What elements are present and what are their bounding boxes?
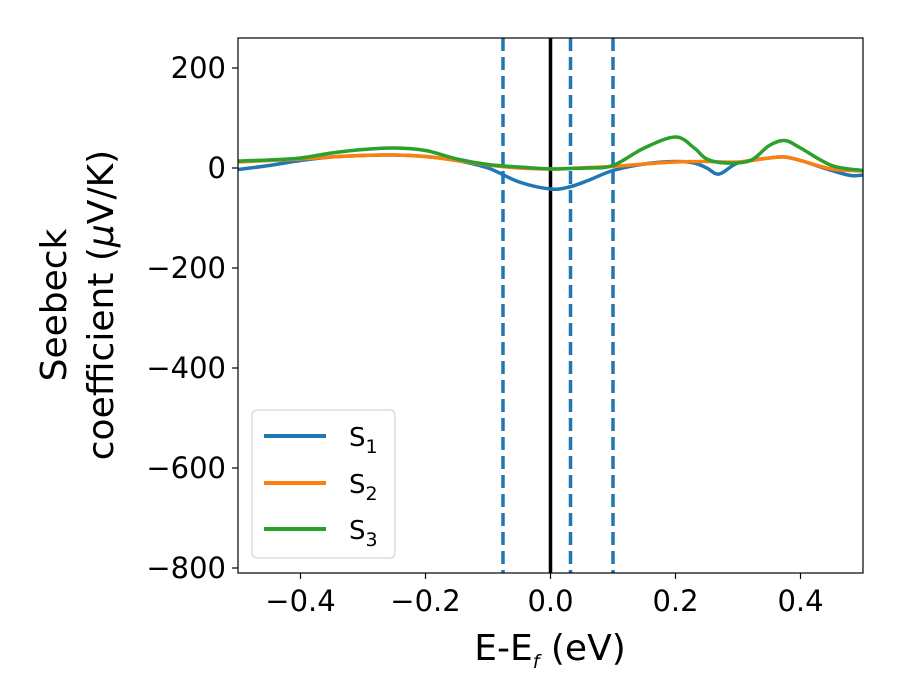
- legend-label-s1-sub: 1: [366, 436, 378, 458]
- y-tick-label: −600: [146, 451, 226, 485]
- y-tick-label: −400: [146, 351, 226, 385]
- x-tick-label: 0.4: [777, 584, 823, 618]
- legend: S1 S2 S3: [251, 409, 396, 559]
- legend-label-s3-name: S: [349, 516, 366, 546]
- legend-label-s2-sub: 2: [366, 483, 378, 505]
- x-axis-label-main: E-E: [474, 628, 532, 669]
- x-axis-label-unit: (eV): [539, 628, 625, 669]
- y-tick-label: −200: [146, 251, 226, 285]
- y-tick-label: 200: [171, 51, 226, 85]
- y-axis-label-line2-prefix: coefficient (: [81, 247, 122, 460]
- y-tick-label: 0: [208, 151, 226, 185]
- x-tick-label: −0.4: [265, 584, 335, 618]
- y-tick-label: −800: [146, 551, 226, 585]
- x-tick-label: −0.2: [390, 584, 460, 618]
- x-axis-label: E-Ef (eV): [474, 628, 626, 673]
- x-axis-ticks: −0.4 −0.2 0.0 0.2 0.4: [265, 573, 824, 618]
- legend-label-s2: S2: [349, 470, 378, 505]
- legend-label-s1: S1: [349, 423, 378, 458]
- y-axis-label-mu: μ: [81, 224, 122, 248]
- y-axis-label-line2-suffix: V/K): [81, 150, 122, 224]
- series-layer: [238, 135, 863, 191]
- legend-label-s1-name: S: [349, 423, 366, 453]
- legend-label-s2-name: S: [349, 470, 366, 500]
- y-axis-ticks: 200 0 −200 −400 −600 −800: [146, 51, 238, 585]
- series-line-s3: [238, 135, 863, 173]
- x-tick-label: 0.0: [527, 584, 573, 618]
- x-axis-label-subscript: f: [533, 651, 543, 673]
- x-tick-label: 0.2: [652, 584, 698, 618]
- legend-label-s3-sub: 3: [366, 529, 378, 551]
- y-axis-label-line1: Seebeck: [34, 228, 75, 381]
- legend-label-s3: S3: [349, 516, 378, 551]
- y-axis-label-line2: coefficient (μV/K): [81, 150, 122, 460]
- vertical-reference-lines: [501, 38, 615, 573]
